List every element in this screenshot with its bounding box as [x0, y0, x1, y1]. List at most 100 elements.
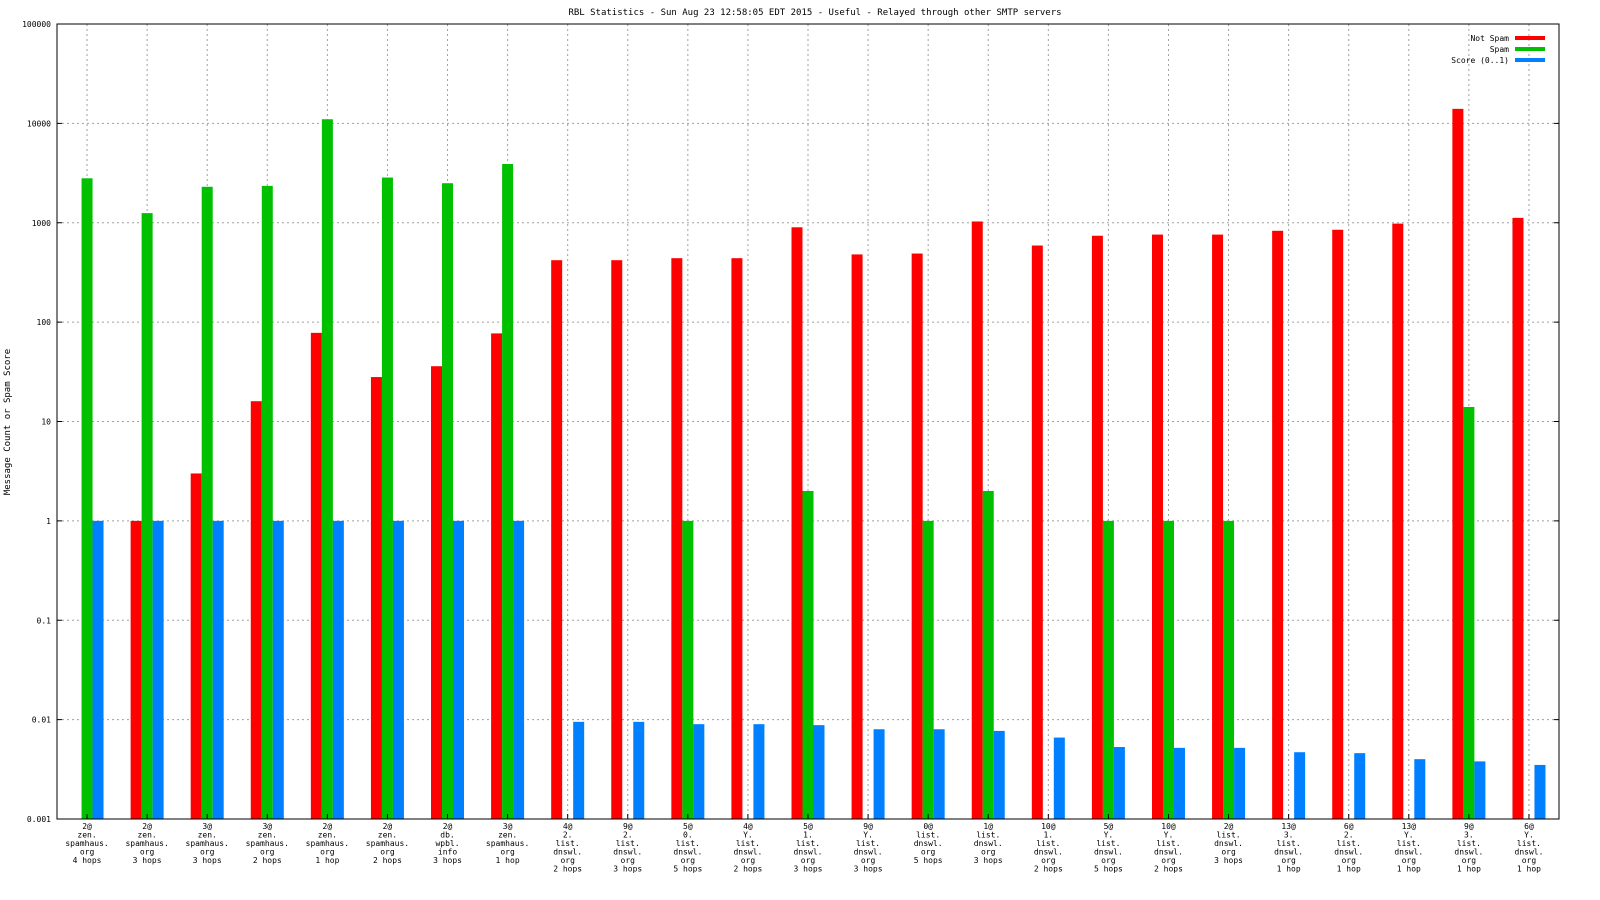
x-tick-label-line: 3@ [503, 822, 513, 831]
x-tick-label-line: zen. [77, 831, 96, 840]
bar-not-spam [611, 260, 623, 820]
x-tick-label-line: Y. [1164, 831, 1174, 840]
x-tick-label-line: org [1402, 856, 1417, 865]
chart-title: RBL Statistics - Sun Aug 23 12:58:05 EDT… [568, 8, 1061, 18]
bar-spam [802, 490, 814, 819]
bar-score-0-1 [392, 520, 404, 819]
x-tick-label: 2@ zen. spamhaus. org 1 hop [306, 822, 349, 865]
x-tick-label-line: list. [1217, 831, 1241, 840]
x-tick-label-line: dnswl. [1034, 848, 1063, 857]
bar-not-spam [671, 258, 683, 819]
x-tick-label-line: 0@ [923, 822, 933, 831]
x-tick-label-line: 3 hops [433, 856, 462, 865]
bar-not-spam [911, 253, 923, 820]
x-tick-label: 1@ list. dnswl. org 3 hops [974, 822, 1003, 865]
x-tick-label-line: 3 hops [613, 865, 642, 874]
x-tick-label-line: list. [736, 839, 760, 848]
bar-score-0-1 [1354, 753, 1366, 819]
x-tick-label-line: 2@ [142, 822, 152, 831]
bar-not-spam [731, 258, 743, 819]
x-tick-label-line: 2 hops [1034, 865, 1063, 874]
bar-score-0-1 [1414, 759, 1426, 819]
bar-score-0-1 [92, 520, 104, 819]
y-tick-label: 10 [41, 418, 51, 427]
x-tick-label: 5@ Y. list. dnswl. org 5 hops [1094, 822, 1123, 874]
x-tick-label-line: zen. [258, 831, 277, 840]
x-tick-label-line: 5@ [1104, 822, 1114, 831]
bar-series [81, 108, 1546, 820]
bar-spam [922, 520, 934, 819]
x-tick-label-line: dnswl. [794, 848, 823, 857]
bar-score-0-1 [152, 520, 164, 819]
x-tick-label-line: Y. [1524, 831, 1534, 840]
bar-score-0-1 [813, 725, 825, 819]
x-tick-label-line: list. [1457, 839, 1481, 848]
x-tick-label: 6@ 2. list. dnswl. org 1 hop [1334, 822, 1363, 874]
bar-not-spam [190, 473, 202, 819]
x-tick-label-line: list. [616, 839, 640, 848]
x-tick-label-line: 2 hops [733, 865, 762, 874]
x-tick-label-line: 3 hops [193, 856, 222, 865]
legend-label: Not Spam [1470, 34, 1509, 43]
bar-score-0-1 [513, 520, 525, 819]
x-tick-label-line: zen. [378, 831, 397, 840]
x-tick-label: 4@ Y. list. dnswl. org 2 hops [733, 822, 762, 874]
bar-not-spam [851, 254, 863, 820]
x-tick-label-line: 1 hop [315, 856, 339, 865]
x-tick-label: 9@ 3. list. dnswl. org 1 hop [1454, 822, 1483, 874]
x-tick-label-line: list. [796, 839, 820, 848]
bar-not-spam [130, 520, 142, 819]
x-tick-label-line: org [1281, 856, 1296, 865]
bar-not-spam [551, 260, 563, 820]
x-tick-label-line: dnswl. [1274, 848, 1303, 857]
bar-not-spam [250, 401, 262, 819]
x-tick-label: 2@ zen. spamhaus. org 3 hops [125, 822, 168, 865]
bar-score-0-1 [693, 724, 705, 819]
bar-spam [261, 185, 273, 820]
bar-not-spam [1452, 108, 1464, 820]
legend-label: Spam [1490, 45, 1509, 54]
x-tick-label-line: list. [1517, 839, 1541, 848]
bar-spam [201, 186, 213, 820]
x-tick-label-line: spamhaus. [486, 839, 529, 848]
bar-score-0-1 [1534, 764, 1546, 819]
x-tick-label-line: wpbl. [435, 839, 459, 848]
x-tick-label-line: 3. [1464, 831, 1474, 840]
x-tick-label: 3@ zen. spamhaus. org 1 hop [486, 822, 529, 865]
bar-not-spam [1392, 223, 1404, 820]
x-tick-label-line: spamhaus. [186, 839, 229, 848]
bar-not-spam [1031, 245, 1043, 819]
x-tick-label-line: dnswl. [914, 839, 943, 848]
x-tick-label-line: dnswl. [974, 839, 1003, 848]
x-tick-label-line: dnswl. [733, 848, 762, 857]
x-tick-label-line: dnswl. [1334, 848, 1363, 857]
x-tick-label-line: org [981, 848, 996, 857]
bar-score-0-1 [933, 729, 945, 819]
x-tick-label-line: 2 hops [373, 856, 402, 865]
bar-spam [1102, 520, 1114, 819]
bar-score-0-1 [633, 721, 645, 819]
bar-score-0-1 [753, 724, 765, 819]
x-tick-label-line: Y. [1404, 831, 1414, 840]
x-tick-label-line: 5 hops [914, 856, 943, 865]
x-tick-label-line: org [681, 856, 696, 865]
x-tick-label-line: org [500, 848, 515, 857]
x-tick-label-line: 13@ [1402, 822, 1417, 831]
y-tick-label: 0.1 [37, 616, 52, 625]
x-tick-label-line: list. [1277, 839, 1301, 848]
x-tick-label-line: org [1161, 856, 1176, 865]
x-tick-label-line: dnswl. [854, 848, 883, 857]
x-tick-label-line: Y. [863, 831, 873, 840]
y-tick-label: 100 [37, 318, 52, 327]
y-tick-label: 0.01 [32, 716, 51, 725]
y-tick-label: 10000 [27, 119, 51, 128]
x-tick-label-line: list. [1036, 839, 1060, 848]
x-tick-label-line: zen. [137, 831, 156, 840]
x-tick-label-line: spamhaus. [246, 839, 289, 848]
y-tick-label: 1000 [32, 219, 51, 228]
x-tick-label-line: 3. [1284, 831, 1294, 840]
x-tick-label-line: dnswl. [613, 848, 642, 857]
x-tick-label-line: 2@ [443, 822, 453, 831]
x-tick-label: 0@ list. dnswl. org 5 hops [914, 822, 943, 865]
